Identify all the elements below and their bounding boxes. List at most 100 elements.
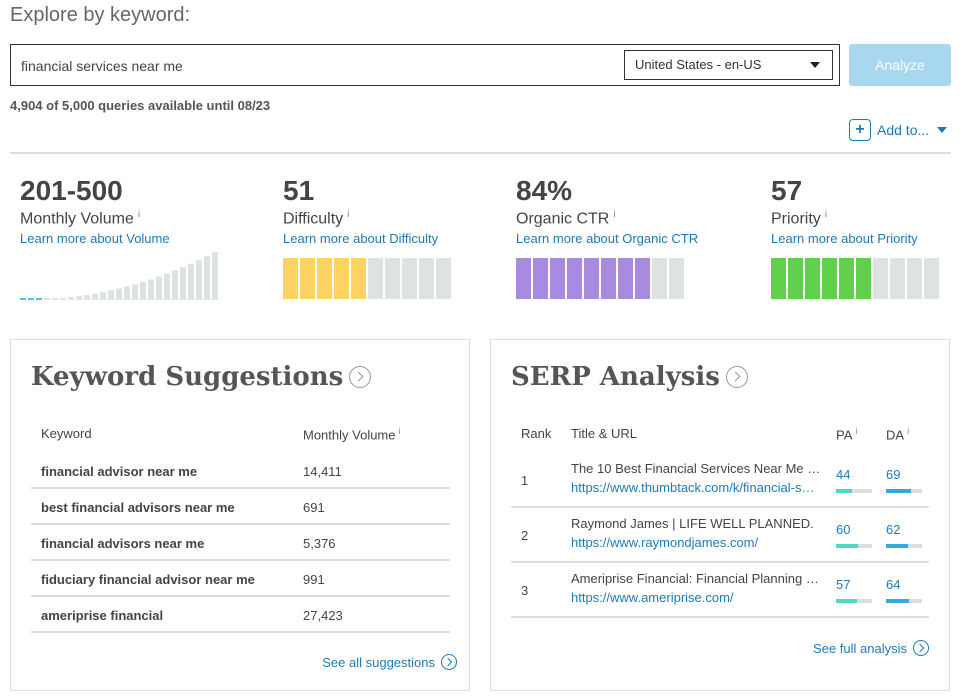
pa-bar [836,489,872,493]
meter-segment [856,258,871,299]
meter-segment [635,258,650,299]
volume-bar [28,298,34,300]
keyword-link[interactable]: financial advisor near me [41,464,198,479]
priority-learn-link[interactable]: Learn more about Priority [771,231,918,247]
volume-bar [204,256,210,300]
see-full-analysis-link[interactable]: See full analysis [813,640,929,656]
difficulty-learn-link[interactable]: Learn more about Difficulty [283,231,439,247]
serp-url-link[interactable]: https://www.ameriprise.com/ [571,590,734,605]
volume-bar [164,273,170,300]
meter-segment [402,258,417,299]
metric-volume: 201-500 Monthly Volume i Learn more about… [20,175,170,246]
table-row: ameriprise financial 27,423 [31,597,450,633]
serp-da[interactable]: 69 [886,467,901,482]
keyword-link[interactable]: best financial advisors near me [41,500,235,515]
volume-bar [148,279,154,300]
volume-bar [44,298,50,300]
serp-pa[interactable]: 44 [836,467,851,482]
info-icon[interactable]: i [398,426,401,436]
meter-segment [300,258,315,299]
meter-segment [890,258,905,299]
info-icon[interactable]: i [613,209,616,220]
serp-rank: 1 [521,473,529,488]
keyword-volume: 5,376 [303,536,336,551]
meter-segment [436,258,451,299]
serp-url-link[interactable]: https://www.thumbtack.com/k/financial-se… [571,480,821,495]
pa-bar-fill [836,489,852,493]
volume-bar [60,297,66,300]
meter-segment [385,258,400,299]
info-icon[interactable]: i [824,209,828,220]
info-icon[interactable]: i [855,426,858,436]
volume-bar [180,267,186,300]
chevron-right-circle-icon[interactable] [725,366,748,388]
divider [10,152,951,154]
keyword-volume: 27,423 [303,608,343,623]
volume-label: Monthly Volume [20,210,134,228]
serp-da[interactable]: 62 [886,522,901,537]
volume-bar-chart [20,252,218,300]
ctr-learn-link[interactable]: Learn more about Organic CTR [516,231,699,247]
da-bar [886,544,922,548]
info-icon[interactable]: i [347,209,350,220]
ctr-value: 84% [516,175,573,206]
da-bar-fill [886,544,909,548]
ctr-label: Organic CTR [516,210,610,228]
serp-title: Ameriprise Financial: Financial Planning… [571,571,821,586]
keyword-suggestions-title: Keyword Suggestions [31,362,344,392]
volume-bar [140,282,146,300]
volume-learn-link[interactable]: Learn more about Volume [20,231,170,247]
chevron-down-icon [937,127,948,133]
serp-rank: 3 [521,583,529,598]
page-title: Explore by keyword: [10,4,191,26]
volume-bar [124,286,130,300]
volume-bar [20,298,26,300]
keyword-suggestions-panel: Keyword Suggestions Keyword Monthly Volu… [10,339,470,691]
keyword-input[interactable] [21,58,611,74]
meter-segment [584,258,599,299]
metric-priority: 57 Priority i Learn more about Priority [771,175,918,246]
see-all-label: See all suggestions [322,654,435,670]
info-icon[interactable]: i [907,426,910,436]
keyword-link[interactable]: fiduciary financial advisor near me [41,572,255,587]
pa-bar [836,544,872,548]
volume-bar [156,276,162,300]
serp-pa[interactable]: 57 [836,577,851,592]
meter-segment [924,258,939,299]
meter-segment [839,258,854,299]
da-bar-fill [886,599,910,603]
add-to-button[interactable]: + Add to... [849,118,948,142]
table-row: 2 Raymond James | LIFE WELL PLANNED. htt… [511,508,929,563]
meter-segment [618,258,633,299]
col-da: DA [886,427,905,443]
serp-pa[interactable]: 60 [836,522,851,537]
keyword-volume: 691 [303,500,325,515]
info-icon[interactable]: i [137,209,141,220]
analyze-button[interactable]: Analyze [849,44,951,86]
see-all-suggestions-link[interactable]: See all suggestions [322,654,457,670]
chevron-right-circle-icon[interactable] [349,366,372,388]
table-row: fiduciary financial advisor near me 991 [31,561,450,597]
meter-segment [771,258,786,299]
pa-bar-fill [836,544,858,548]
priority-value: 57 [771,175,803,206]
meter-segment [601,258,616,299]
meter-segment [317,258,332,299]
meter-segment [669,258,684,299]
keyword-link[interactable]: financial advisors near me [41,536,205,551]
volume-value: 201-500 [20,175,123,206]
serp-title: Raymond James | LIFE WELL PLANNED. [571,516,814,531]
chevron-right-circle-icon [441,654,457,670]
serp-url-link[interactable]: https://www.raymondjames.com/ [571,535,759,550]
add-to-label: Add to... [877,122,930,138]
serp-da[interactable]: 64 [886,577,901,592]
table-row: best financial advisors near me 691 [31,489,450,525]
meter-segment [334,258,349,299]
table-row: financial advisor near me 14,411 [31,453,450,489]
volume-bar [68,297,74,300]
serp-rank: 2 [521,528,529,543]
volume-bar [84,294,90,300]
plus-icon: + [849,119,871,141]
keyword-link[interactable]: ameriprise financial [41,608,164,623]
locale-select[interactable]: United States - en-US [624,50,833,80]
